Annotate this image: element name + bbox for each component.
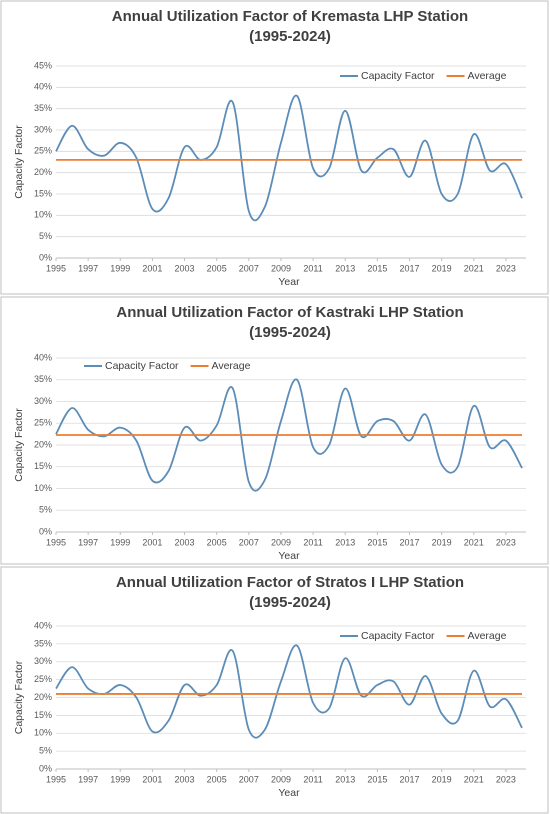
x-tick-label: 2013	[335, 537, 355, 547]
x-tick-label: 2015	[367, 774, 387, 784]
x-tick-label: 1997	[78, 774, 98, 784]
y-tick-label: 5%	[39, 231, 52, 241]
x-tick-label: 1995	[46, 537, 66, 547]
y-tick-label: 35%	[34, 103, 52, 113]
x-tick-label: 1995	[46, 774, 66, 784]
x-tick-label: 2023	[496, 774, 516, 784]
x-tick-label: 2009	[271, 537, 291, 547]
data-line	[55, 378, 523, 492]
x-axis-label: Year	[278, 787, 300, 799]
x-tick-label: 2021	[464, 537, 484, 547]
x-tick-label: 1997	[78, 537, 98, 547]
y-tick-label: 35%	[34, 638, 52, 648]
y-tick-label: 10%	[34, 483, 52, 493]
x-tick-label: 2017	[400, 263, 420, 273]
x-tick-label: 2001	[142, 537, 162, 547]
x-tick-label: 2001	[142, 263, 162, 273]
y-tick-label: 0%	[39, 526, 52, 536]
panel	[0, 296, 549, 565]
y-tick-label: 0%	[39, 252, 52, 262]
x-tick-label: 2019	[432, 537, 452, 547]
y-tick-label: 0%	[39, 763, 52, 773]
x-tick-label: 2021	[464, 263, 484, 273]
panel	[0, 0, 549, 295]
x-tick-label: 2011	[303, 263, 322, 273]
x-tick-label: 2011	[303, 537, 322, 547]
x-tick-label: 2007	[239, 263, 259, 273]
x-tick-label: 1995	[46, 263, 66, 273]
panel	[0, 566, 549, 814]
data-line	[55, 94, 523, 222]
x-tick-label: 2005	[207, 537, 227, 547]
y-axis-label: Capacity Factor	[13, 125, 25, 199]
legend-label: Average	[468, 630, 507, 642]
y-tick-label: 30%	[34, 656, 52, 666]
x-tick-label: 2011	[303, 774, 322, 784]
legend-label: Average	[212, 360, 251, 372]
x-tick-label: 2003	[175, 537, 195, 547]
x-tick-label: 2009	[271, 263, 291, 273]
legend-label: Capacity Factor	[361, 630, 435, 642]
chart-subtitle: (1995-2024)	[249, 324, 331, 341]
y-tick-label: 20%	[34, 167, 52, 177]
legend-label: Average	[468, 70, 507, 82]
y-tick-label: 20%	[34, 692, 52, 702]
x-tick-label: 1997	[78, 263, 98, 273]
x-tick-label: 2019	[432, 263, 452, 273]
x-tick-label: 2021	[464, 774, 484, 784]
x-tick-label: 2005	[207, 263, 227, 273]
chart-subtitle: (1995-2024)	[249, 28, 331, 45]
y-tick-label: 15%	[34, 710, 52, 720]
x-tick-label: 2015	[367, 263, 387, 273]
y-tick-label: 15%	[34, 188, 52, 198]
y-tick-label: 30%	[34, 124, 52, 134]
y-tick-label: 25%	[34, 146, 52, 156]
y-tick-label: 10%	[34, 210, 52, 220]
x-tick-label: 2005	[207, 774, 227, 784]
y-tick-label: 10%	[34, 728, 52, 738]
y-tick-label: 35%	[34, 374, 52, 384]
chart-title: Annual Utilization Factor of Stratos I L…	[116, 574, 464, 591]
x-tick-label: 2013	[335, 774, 355, 784]
y-tick-label: 30%	[34, 396, 52, 406]
y-tick-label: 25%	[34, 418, 52, 428]
x-tick-label: 2013	[335, 263, 355, 273]
x-tick-label: 1999	[110, 774, 130, 784]
y-axis-label: Capacity Factor	[13, 660, 25, 734]
chart-title: Annual Utilization Factor of Kastraki LH…	[116, 304, 463, 321]
legend-label: Capacity Factor	[361, 70, 435, 82]
chart-subtitle: (1995-2024)	[249, 594, 331, 611]
y-tick-label: 40%	[34, 82, 52, 92]
x-tick-label: 2007	[239, 537, 259, 547]
x-tick-label: 2009	[271, 774, 291, 784]
x-tick-label: 2015	[367, 537, 387, 547]
y-tick-label: 20%	[34, 439, 52, 449]
data-line	[55, 644, 523, 739]
x-tick-label: 2017	[400, 774, 420, 784]
x-tick-label: 1999	[110, 537, 130, 547]
y-tick-label: 40%	[34, 620, 52, 630]
chart-title: Annual Utilization Factor of Kremasta LH…	[112, 8, 468, 25]
y-tick-label: 5%	[39, 746, 52, 756]
x-tick-label: 2019	[432, 774, 452, 784]
y-tick-label: 25%	[34, 674, 52, 684]
x-tick-label: 2007	[239, 774, 259, 784]
y-axis-label: Capacity Factor	[13, 408, 25, 482]
x-tick-label: 2017	[400, 537, 420, 547]
x-tick-label: 2003	[175, 263, 195, 273]
y-tick-label: 45%	[34, 60, 52, 70]
x-axis-label: Year	[278, 276, 300, 288]
y-tick-label: 40%	[34, 352, 52, 362]
x-tick-label: 2003	[175, 774, 195, 784]
legend-label: Capacity Factor	[105, 360, 179, 372]
x-tick-label: 2023	[496, 263, 516, 273]
x-tick-label: 2023	[496, 537, 516, 547]
y-tick-label: 15%	[34, 461, 52, 471]
x-tick-label: 2001	[142, 774, 162, 784]
x-tick-label: 1999	[110, 263, 130, 273]
y-tick-label: 5%	[39, 505, 52, 515]
x-axis-label: Year	[278, 550, 300, 562]
